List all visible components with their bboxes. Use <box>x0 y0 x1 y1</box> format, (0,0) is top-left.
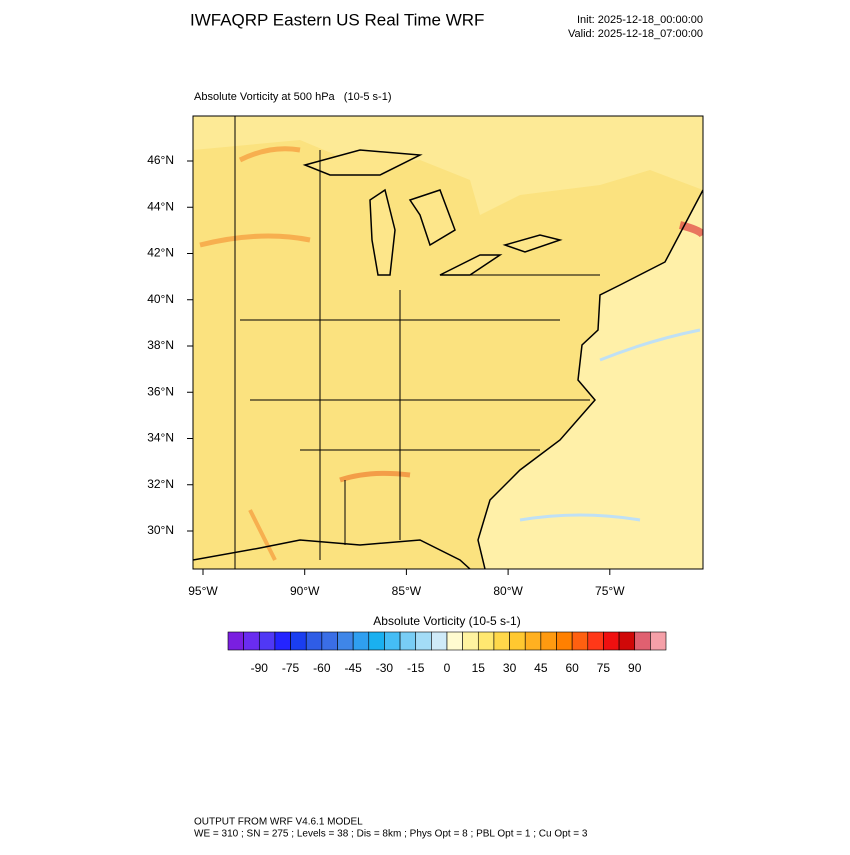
vorticity-streak <box>599 328 701 362</box>
colorbar-box <box>227 631 244 651</box>
coastline <box>477 189 703 569</box>
colorbar-tick-label: -45 <box>344 661 362 675</box>
colorbar-tick-label: -15 <box>407 661 425 675</box>
colorbar-box <box>618 631 636 651</box>
lat-label: 42°N <box>147 246 174 260</box>
vorticity-streak <box>339 470 411 483</box>
colorbar-box <box>540 631 557 651</box>
colorbar-box <box>603 631 620 651</box>
colorbar-box <box>384 631 401 651</box>
lon-label: 75°W <box>595 584 625 598</box>
ocean-field <box>478 190 703 569</box>
lat-label: 44°N <box>147 199 174 213</box>
colorbar-box <box>399 631 417 651</box>
colorbar-tick-label: 45 <box>534 661 548 675</box>
colorbar-box <box>493 631 510 651</box>
footer-line: OUTPUT FROM WRF V4.6.1 MODEL <box>194 817 363 828</box>
lat-label: 32°N <box>147 477 174 491</box>
colorbar-tick-label: -75 <box>282 661 300 675</box>
lat-label: 30°N <box>147 523 174 537</box>
lon-label: 90°W <box>290 584 320 598</box>
init-time: Init: 2025-12-18_00:00:00 <box>577 14 703 26</box>
state-borders <box>234 116 600 569</box>
colorbar-box <box>477 631 495 651</box>
colorbar-tick-label: -30 <box>376 661 394 675</box>
lon-label: 80°W <box>493 584 523 598</box>
colorbar-box <box>337 631 354 651</box>
lon-label: 95°W <box>188 584 218 598</box>
colorbar-box <box>243 631 260 651</box>
colorbar-box <box>305 631 323 651</box>
valid-time: Valid: 2025-12-18_07:00:00 <box>568 28 703 40</box>
colorbar-box <box>556 631 573 651</box>
lake-superior <box>302 149 423 176</box>
map-frame <box>192 115 704 570</box>
colorbar-tick-label: 90 <box>628 661 642 675</box>
colorbar-tick-label: 0 <box>444 661 451 675</box>
colorbar-tick-label: 15 <box>472 661 486 675</box>
vorticity-streak <box>519 513 641 522</box>
lat-label: 46°N <box>147 153 174 167</box>
colorbar-title: Absolute Vorticity (10-5 s-1) <box>373 614 520 628</box>
lon-label: 85°W <box>392 584 422 598</box>
map <box>193 116 703 569</box>
lake-ontario <box>502 234 563 253</box>
colorbar-box <box>274 631 291 651</box>
lat-label: 38°N <box>147 338 174 352</box>
colorbar-box <box>650 631 667 651</box>
lat-labels: 46°N 44°N 42°N 40°N 38°N 36°N 34°N 32°N 30°N <box>147 153 193 537</box>
colorbar-box <box>431 631 448 651</box>
colorbar-tick-label: 60 <box>565 661 579 675</box>
colorbar-box <box>321 631 338 651</box>
colorbar-box <box>587 631 604 651</box>
map-title: Absolute Vorticity at 500 hPa (10-5 s-1) <box>194 91 392 103</box>
colorbar-box <box>446 631 463 651</box>
coastline <box>193 539 471 569</box>
colorbar-tick-label: -60 <box>313 661 331 675</box>
colorbar-box <box>571 631 589 651</box>
colorbar-box <box>634 631 651 651</box>
vorticity-streak <box>248 509 277 561</box>
colorbar-box <box>290 631 307 651</box>
lat-label: 36°N <box>147 384 174 398</box>
colorbar-box <box>509 631 526 651</box>
lake-huron <box>408 189 456 247</box>
colorbar: -90 -75 -60 -45 -30 -15 0 15 30 45 60 75 90 <box>227 631 667 675</box>
colorbar-tick-label: 75 <box>597 661 611 675</box>
vorticity-streak <box>679 221 703 238</box>
colorbar-box <box>352 631 370 651</box>
vorticity-streak <box>238 146 301 163</box>
colorbar-box <box>462 631 479 651</box>
lat-label: 40°N <box>147 292 174 306</box>
main-title: IWFAQRP Eastern US Real Time WRF <box>190 10 484 29</box>
colorbar-box <box>524 631 542 651</box>
lon-labels: 95°W 90°W 85°W 80°W 75°W <box>188 569 625 598</box>
lake-michigan <box>369 188 396 276</box>
colorbar-tick-label: -90 <box>251 661 269 675</box>
vorticity-streak <box>199 233 311 248</box>
footer-line: WE = 310 ; SN = 275 ; Levels = 38 ; Dis … <box>194 829 588 840</box>
colorbar-box <box>415 631 432 651</box>
lat-label: 34°N <box>147 431 174 445</box>
colorbar-box <box>258 631 276 651</box>
colorbar-tick-label: 30 <box>503 661 517 675</box>
colorbar-box <box>368 631 385 651</box>
canada-field <box>193 116 703 215</box>
